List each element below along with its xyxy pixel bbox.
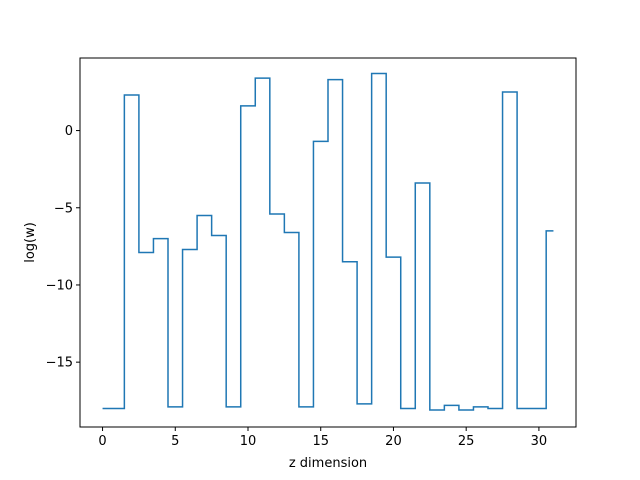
x-tick-label: 10: [240, 434, 257, 449]
y-tick-label: 0: [65, 124, 73, 139]
y-tick-label: −5: [54, 201, 73, 216]
plot-layer: [102, 72, 554, 411]
series-line-0: [102, 72, 554, 411]
x-tick-label: 20: [385, 434, 402, 449]
y-tick-label: −15: [46, 356, 73, 371]
axes-frame: [79, 57, 577, 428]
x-tick-label: 0: [98, 434, 106, 449]
y-tick-label: −10: [46, 278, 73, 293]
x-tick-label: 5: [171, 434, 179, 449]
x-tick-label: 15: [312, 434, 329, 449]
x-tick-label: 30: [531, 434, 548, 449]
x-tick-label: 25: [458, 434, 475, 449]
y-axis-label: log(w): [23, 222, 38, 263]
x-axis-label: z dimension: [289, 456, 367, 471]
tick-layer: 0 5 10 15 20 25 30 −15 −10 −5 0: [46, 124, 548, 449]
